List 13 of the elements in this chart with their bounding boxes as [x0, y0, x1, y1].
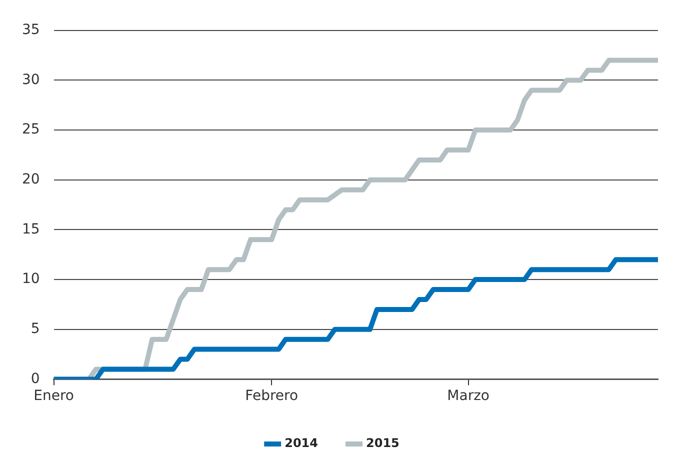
y-tick-label: 0: [30, 370, 40, 387]
y-tick-label: 20: [22, 172, 40, 188]
x-tick-label: Febrero: [245, 388, 298, 404]
x-tick-label: Enero: [34, 388, 74, 404]
y-tick-label: 25: [22, 122, 40, 138]
y-tick-label: 35: [22, 22, 40, 38]
legend-label: 2014: [284, 436, 318, 450]
y-tick-label: 30: [22, 72, 40, 88]
y-tick-label: 15: [22, 221, 40, 238]
legend-label: 2015: [366, 436, 400, 450]
x-tick-label: Marzo: [447, 388, 490, 404]
y-tick-label: 10: [22, 271, 40, 288]
y-tick-label: 5: [30, 321, 40, 338]
